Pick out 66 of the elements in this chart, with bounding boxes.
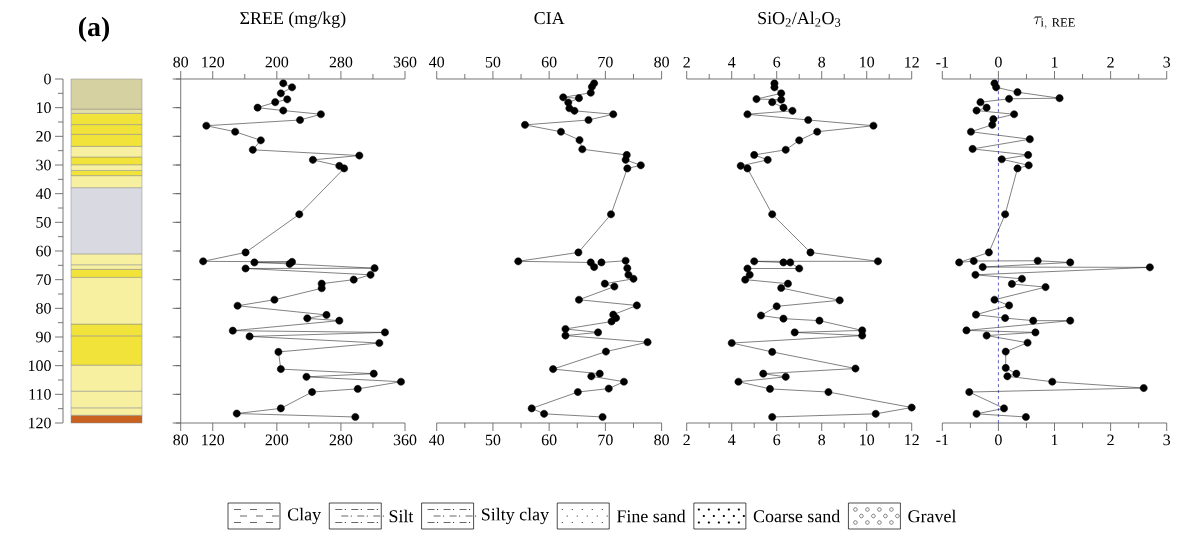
x-tick-label: 6 xyxy=(773,434,781,446)
x2-tick-label: 6 xyxy=(773,56,781,68)
chart-title: $\tau_{\mathrm{i,\ REE}}$ xyxy=(1033,16,1075,29)
x2-tick-label: 280 xyxy=(329,56,353,68)
x-tick-label: 120 xyxy=(202,434,225,446)
x2-tick-label: 4 xyxy=(728,56,736,68)
y-tick-label: 90 xyxy=(36,331,51,343)
y-tick-label: 60 xyxy=(36,245,51,257)
chart-title: ΣREE (mg/kg) xyxy=(240,11,346,28)
y-tick-label: 100 xyxy=(28,360,51,372)
text: Gravel xyxy=(908,509,957,523)
x-tick-label: 12 xyxy=(905,434,919,446)
x2-tick-label: 8 xyxy=(818,56,826,68)
chart-title: CIA xyxy=(534,12,565,25)
text: Clay xyxy=(287,507,322,525)
y-tick-label: 0 xyxy=(44,73,51,85)
x-tick-label: 3 xyxy=(1163,434,1171,446)
y-tick-label: 40 xyxy=(35,188,51,200)
x2-tick-label: 2 xyxy=(683,56,690,68)
x2-tick-label: 120 xyxy=(202,56,225,68)
x-tick-label: 200 xyxy=(265,434,289,446)
y-tick-label: 70 xyxy=(36,274,51,286)
x2-tick-label: -1 xyxy=(936,56,948,68)
x-tick-label: 80 xyxy=(173,434,189,446)
y-tick-label: 20 xyxy=(36,130,51,142)
text: Silty clay xyxy=(482,507,549,525)
x-tick-label: 70 xyxy=(598,434,613,446)
x2-tick-label: 360 xyxy=(393,56,417,68)
x2-tick-label: 12 xyxy=(905,56,919,68)
chart-title: (a) xyxy=(78,16,110,42)
x2-tick-label: 60 xyxy=(541,56,557,68)
x-tick-label: 50 xyxy=(485,434,501,446)
x-tick-label: 60 xyxy=(541,434,557,446)
x-tick-label: 360 xyxy=(393,434,417,446)
x-tick-label: 80 xyxy=(654,434,669,446)
y-tick-label: 30 xyxy=(36,159,51,171)
x-tick-label: 40 xyxy=(429,434,445,446)
y-tick-label: 50 xyxy=(36,216,51,228)
x2-tick-label: 80 xyxy=(173,56,189,68)
x-tick-label: 2 xyxy=(1107,434,1114,446)
y-tick-label: 110 xyxy=(29,388,51,400)
x2-tick-label: 70 xyxy=(598,56,613,68)
x2-tick-label: 200 xyxy=(265,56,289,68)
y-tick-label: 120 xyxy=(28,417,51,429)
text: Silt xyxy=(389,509,414,523)
x2-tick-label: 2 xyxy=(1107,56,1114,68)
x-tick-label: 10 xyxy=(860,434,875,446)
y-tick-label: 80 xyxy=(36,302,51,314)
y-tick-label: 10 xyxy=(36,102,51,114)
text: Fine sand xyxy=(616,509,686,523)
text: Coarse sand xyxy=(753,509,840,523)
x-tick-label: 0 xyxy=(995,434,1002,446)
x-tick-label: -1 xyxy=(936,434,948,446)
x-tick-label: 280 xyxy=(329,434,353,446)
x2-tick-label: 80 xyxy=(654,56,669,68)
x2-tick-label: 3 xyxy=(1163,56,1171,68)
x-tick-label: 8 xyxy=(818,434,826,446)
x-tick-label: 4 xyxy=(728,434,736,446)
x2-tick-label: 1 xyxy=(1051,56,1058,68)
x2-tick-label: 50 xyxy=(485,56,501,68)
x-tick-label: 1 xyxy=(1051,434,1058,446)
x-tick-label: 2 xyxy=(683,434,690,446)
x2-tick-label: 10 xyxy=(860,56,875,68)
chart-title: SiO$_{2}$/Al$_{2}$O$_{3}$ xyxy=(758,11,841,27)
x2-tick-label: 40 xyxy=(429,56,445,68)
x2-tick-label: 0 xyxy=(995,56,1002,68)
